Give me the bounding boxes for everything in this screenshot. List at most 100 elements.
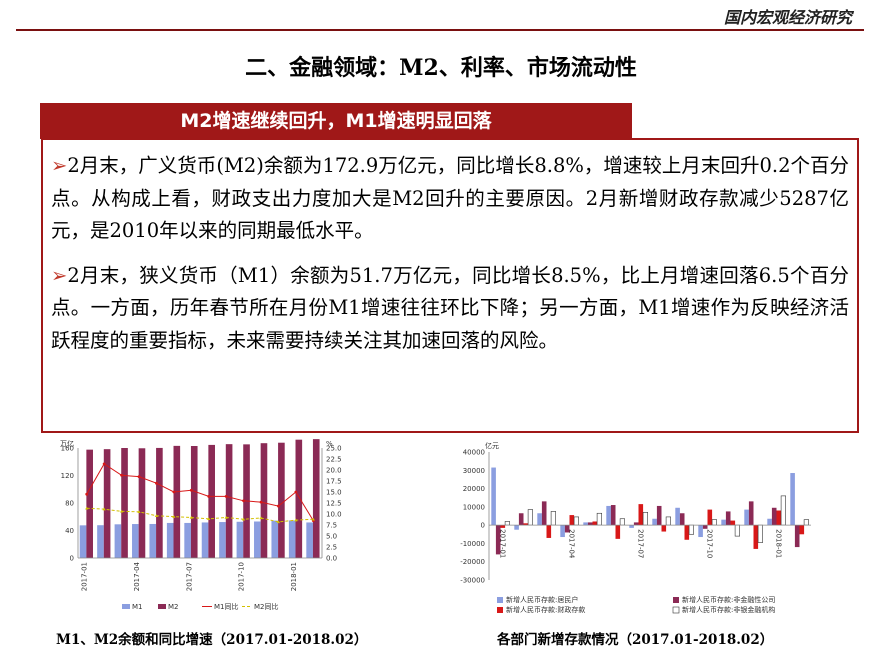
m1-bar <box>288 520 296 558</box>
legend-swatch-m1 <box>122 604 130 609</box>
y-tick-label-right: 15.0 <box>326 489 342 497</box>
m2-yoy-point <box>154 514 159 517</box>
bullet-arrow-icon: ➢ <box>51 154 68 177</box>
y-tick-label: 20000 <box>463 485 485 493</box>
m2-bar <box>225 444 233 558</box>
legend-label-m1: M1 <box>132 603 143 611</box>
y-tick-label-left: 40 <box>65 527 74 535</box>
left-axis-unit: 万亿 <box>60 439 74 448</box>
m1-bar <box>79 525 87 558</box>
m2-yoy-point <box>294 518 298 522</box>
m1-yoy-point <box>137 475 141 478</box>
x-tick-label: 2017-07 <box>637 529 645 558</box>
y-tick-label-right: 0.0 <box>326 555 337 563</box>
header-divider <box>16 29 864 31</box>
legend-swatch <box>672 606 680 614</box>
m2-bar <box>103 449 111 558</box>
m1-yoy-point <box>120 473 123 477</box>
y-tick-label: -30000 <box>460 577 485 585</box>
corporate-deposit-bar <box>702 525 708 529</box>
paragraph-m1: ➢2月末，狭义货币（M1）余额为51.7万亿元，同比增长8.5%，比上月增速回落… <box>51 260 849 358</box>
x-tick-label: 2018-01 <box>775 529 783 558</box>
fiscal-deposit-bar <box>661 525 667 532</box>
m2-yoy-point <box>189 515 193 519</box>
m1-yoy-point <box>85 492 89 496</box>
nonbank-deposit-bar <box>757 524 764 543</box>
legend-label: 新增人民币存款:非金融性公司 <box>682 595 775 604</box>
m2-yoy-point <box>102 507 106 511</box>
household-deposit-bar <box>514 525 519 530</box>
m1-m2-chart: 万亿% 0 40 80 120 160 0.0 2.5 5.0 7.5 10.0 12.5 15.0 17… <box>50 439 370 618</box>
section-title: 二、金融领域：M2、利率、市场流动性 <box>245 55 637 81</box>
fiscal-deposit-bar <box>684 525 690 540</box>
household-deposit-bar <box>790 473 795 526</box>
legend-swatch <box>497 597 503 603</box>
m1-yoy-point <box>172 490 176 494</box>
paragraph-m2-text: 2月末，广义货币(M2)余额为172.9万亿元，同比增长8.8%，增速较上月末回… <box>51 154 849 242</box>
y-axis-unit: 亿元 <box>485 441 499 450</box>
m1-bar <box>97 525 104 558</box>
m1-yoy-point <box>242 499 245 503</box>
m2-yoy-point <box>207 517 211 521</box>
y-tick-label: 10000 <box>463 503 485 511</box>
m1-bar <box>166 522 174 558</box>
m2-yoy-point <box>224 515 228 519</box>
legend-swatch <box>673 597 679 603</box>
m2-bar <box>121 448 128 558</box>
y-tick-label-right: 2.5 <box>326 544 337 552</box>
legend-swatch-m2 <box>158 604 166 609</box>
fiscal-deposit-bar <box>753 525 759 549</box>
corporate-deposit-bar <box>564 525 570 533</box>
nonbank-deposit-bar <box>711 519 718 526</box>
corporate-deposit-bar <box>725 511 731 526</box>
nonbank-deposit-bar <box>573 516 580 526</box>
corporate-deposit-bar <box>794 525 800 548</box>
left-chart-caption: M1、M2余额和同比增速（2017.01-2018.02） <box>56 632 368 648</box>
m2-bar <box>156 447 163 558</box>
deposits-chart: 亿元 -30000 -20000 -10000 0 10000 20000 30000 4000… <box>445 440 825 618</box>
m1-bar <box>201 522 209 558</box>
fiscal-deposit-bar <box>707 509 713 526</box>
highlight-banner: M2增速继续回升，M1增速明显回落 <box>40 103 632 139</box>
m2-bar <box>173 445 181 558</box>
m2-bar <box>312 439 320 558</box>
m2-yoy-line <box>86 507 314 523</box>
legend-label: 新增人民币存款:居民户 <box>506 595 578 604</box>
household-deposit-bar <box>491 467 496 526</box>
y-tick-label: -20000 <box>460 558 485 566</box>
m2-yoy-point <box>276 520 281 524</box>
household-deposit-bar <box>652 518 657 526</box>
y-tick-label-right: 12.5 <box>326 500 342 508</box>
legend-swatch <box>497 607 503 613</box>
nonbank-deposit-bar <box>550 511 556 526</box>
household-deposit-bar <box>629 525 634 528</box>
y-tick-label-right: 25.0 <box>326 445 342 453</box>
fiscal-deposit-bar <box>500 525 506 528</box>
m2-yoy-point <box>241 517 246 521</box>
fiscal-deposit-bar <box>546 525 552 538</box>
household-deposit-bar <box>606 505 611 526</box>
nonbank-deposit-bar <box>619 518 626 526</box>
m1-yoy-point <box>207 495 211 498</box>
corporate-deposit-bar <box>771 507 777 526</box>
y-tick-label: -10000 <box>460 540 485 548</box>
summary-textbox: ➢2月末，广义货币(M2)余额为172.9万亿元，同比增长8.8%，增速较上月末… <box>41 138 859 433</box>
m2-bar <box>260 443 268 558</box>
m2-yoy-point <box>119 509 124 513</box>
fiscal-deposit-bar <box>730 520 736 526</box>
fiscal-deposit-bar <box>569 515 575 526</box>
m1-m2-chart-svg: 万亿 % 0 40 80 120 160 0.0 2.5 5.0 7.5 10.0 12.5 15.0 17… <box>60 439 342 611</box>
m2-bar <box>190 446 198 558</box>
m1-yoy-point <box>259 500 263 504</box>
m2-yoy-point <box>137 510 141 513</box>
legend-label-m1-yoy: M1同比 <box>214 602 239 611</box>
legend-label-m2-yoy: M2同比 <box>254 602 279 611</box>
m1-bar <box>114 524 122 558</box>
m1-bar <box>184 522 191 558</box>
y-tick-label-left: 80 <box>65 500 74 508</box>
m2-bar <box>86 449 93 558</box>
y-tick-label-right: 17.5 <box>326 478 342 486</box>
m2-yoy-point <box>172 515 176 518</box>
household-deposit-bar <box>675 507 680 526</box>
paragraph-m2: ➢2月末，广义货币(M2)余额为172.9万亿元，同比增长8.8%，增速较上月末… <box>51 150 849 248</box>
